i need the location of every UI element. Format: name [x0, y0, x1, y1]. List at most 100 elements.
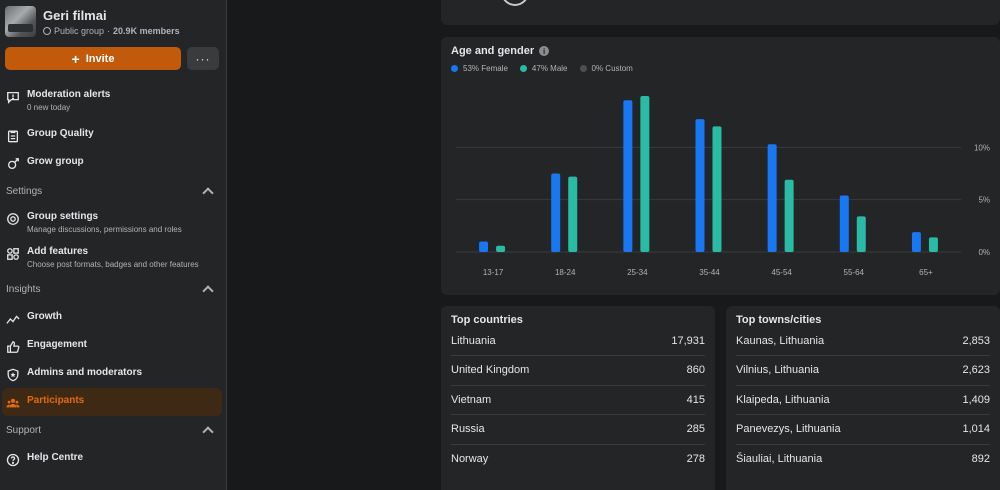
x-tick-label: 25-34 [627, 268, 648, 277]
legend-label: 0% Custom [591, 64, 633, 73]
nav-label: Moderation alerts [27, 89, 111, 100]
y-tick-label: 5% [978, 196, 990, 205]
list-item-value: 17,931 [671, 334, 705, 347]
x-tick-label: 13-17 [483, 268, 504, 277]
plus-icon: + [71, 50, 80, 67]
list-item-value: 278 [686, 453, 705, 466]
bar-male [928, 237, 938, 252]
previous-insights-card [441, 0, 1000, 25]
x-tick-label: 55-64 [844, 268, 865, 277]
nav-add-features[interactable]: Add features Choose post formats, badges… [5, 246, 220, 269]
list-item-name: Russia [451, 423, 485, 436]
section-settings[interactable]: Settings [6, 185, 214, 199]
list-item-name: United Kingdom [451, 364, 530, 377]
age-gender-chart: 0% 5% 10% 13-17 18-24 25-34 35-44 45-54 55-64 65+ [456, 96, 990, 277]
bar-female [911, 232, 921, 252]
bar-female [839, 195, 849, 252]
x-tick-label: 35-44 [699, 268, 720, 277]
legend-label: 53% Female [463, 64, 508, 73]
group-privacy: Public group [54, 25, 105, 36]
nav-label: Add features [27, 246, 89, 257]
list-item-value: 1,014 [962, 423, 990, 436]
bar-male [568, 176, 578, 252]
meta-separator: · [107, 25, 111, 36]
nav-group-quality[interactable]: Group Quality [5, 128, 220, 144]
section-title: Settings [6, 185, 43, 197]
nav-participants[interactable]: Participants [5, 395, 220, 411]
y-tick-label: 10% [974, 143, 990, 152]
y-tick-label: 0% [978, 248, 990, 257]
group-name[interactable]: Geri filmai [43, 7, 107, 23]
list-item: Klaipeda, Lithuania 1,409 [736, 385, 990, 416]
list-item-name: Lithuania [451, 334, 496, 347]
list-item: Panevezys, Lithuania 1,014 [736, 415, 990, 445]
nav-moderation-alerts[interactable]: Moderation alerts 0 new today [5, 89, 220, 112]
nav-group-settings[interactable]: Group settings Manage discussions, permi… [5, 211, 220, 234]
list-item-value: 285 [686, 423, 705, 436]
chevron-up-icon[interactable] [202, 426, 214, 438]
group-meta: Public group · 20.9K members [43, 26, 180, 36]
nav-label: Admins and moderators [27, 367, 143, 378]
nav-growth[interactable]: Growth [5, 311, 220, 327]
list-item-name: Norway [451, 453, 489, 466]
section-insights[interactable]: Insights [6, 283, 214, 297]
invite-label: Invite [85, 52, 115, 65]
list-item: Šiauliai, Lithuania 892 [736, 444, 990, 474]
nav-grow-group[interactable]: Grow group [5, 156, 220, 172]
bar-male [640, 96, 650, 252]
legend-dot-male [519, 65, 527, 72]
list-item-name: Šiauliai, Lithuania [736, 453, 823, 466]
globe-icon [43, 26, 51, 35]
list-item-value: 892 [971, 453, 990, 466]
list-item-name: Vilnius, Lithuania [736, 364, 819, 377]
list-item: Norway 278 [451, 444, 705, 474]
chart-title-text: Age and gender [451, 45, 535, 57]
group-members: 20.9K members [113, 25, 180, 36]
nav-help-centre[interactable]: Help Centre [5, 452, 220, 468]
top-countries-card: Top countries Lithuania 17,931 United King… [441, 306, 715, 490]
group-cover-thumbnail[interactable] [5, 6, 36, 37]
x-tick-label: 18-24 [555, 268, 576, 277]
clipboard-icon [5, 128, 21, 144]
x-tick-label: 45-54 [771, 268, 792, 277]
section-support[interactable]: Support [6, 424, 214, 438]
list-item: Russia 285 [451, 415, 705, 445]
list-item-value: 860 [686, 364, 705, 377]
chevron-up-icon[interactable] [202, 187, 214, 199]
section-title: Support [6, 424, 42, 436]
chevron-up-icon[interactable] [202, 285, 214, 297]
legend-male: 47% Male [519, 64, 568, 73]
invite-button[interactable]: + Invite [5, 47, 181, 70]
legend-dot-custom [579, 65, 587, 72]
towns-title: Top towns/cities [736, 314, 822, 326]
nav-label: Help Centre [27, 452, 84, 463]
list-item-name: Panevezys, Lithuania [736, 423, 841, 436]
nav-engagement[interactable]: Engagement [5, 339, 220, 355]
bar-female [551, 173, 561, 252]
bar-male [856, 216, 866, 252]
bar-male [712, 126, 722, 252]
nav-label: Participants [27, 395, 85, 406]
bar-female [479, 241, 489, 252]
list-item: Kaunas, Lithuania 2,853 [736, 326, 990, 356]
people-icon [5, 395, 21, 411]
more-options-button[interactable]: ··· [187, 47, 219, 70]
nav-admins-moderators[interactable]: Admins and moderators [5, 367, 220, 383]
list-item: Vietnam 415 [451, 385, 705, 416]
section-title: Insights [6, 283, 41, 295]
info-icon[interactable]: i [539, 46, 550, 56]
list-item-value: 2,623 [962, 364, 990, 377]
legend-label: 47% Male [531, 64, 568, 73]
nav-label: Engagement [27, 339, 88, 350]
bar-female [695, 119, 705, 252]
legend-dot-female [451, 65, 458, 72]
group-header[interactable]: Geri filmai Public group · 20.9K members [5, 6, 180, 37]
nav-sublabel: Choose post formats, badges and other fe… [27, 260, 199, 269]
grow-icon [5, 156, 21, 172]
list-item-name: Kaunas, Lithuania [736, 334, 825, 347]
nav-label: Grow group [27, 156, 84, 167]
nav-label: Growth [27, 311, 62, 322]
legend-female: 53% Female [451, 64, 508, 73]
shield-star-icon [5, 367, 21, 383]
nav-sublabel: 0 new today [27, 103, 71, 112]
